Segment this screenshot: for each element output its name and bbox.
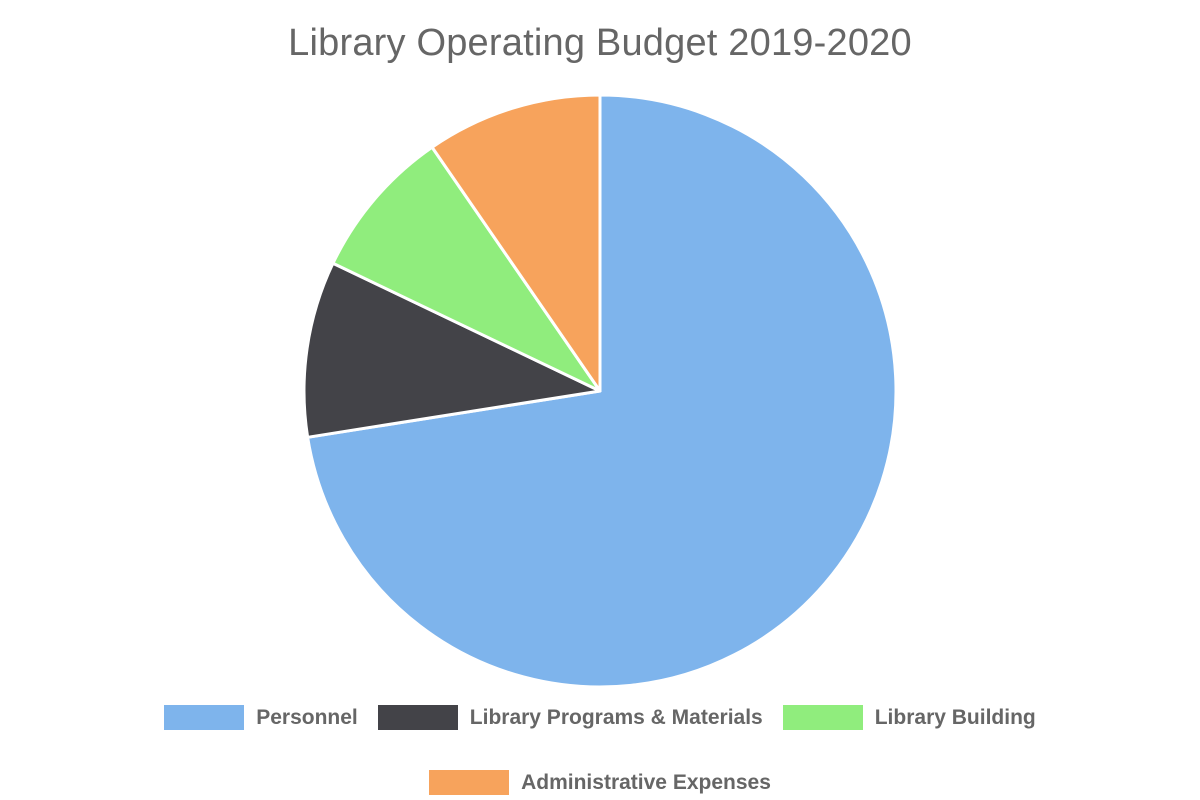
- legend-label-administrative-expenses: Administrative Expenses: [521, 770, 771, 794]
- legend-label-library-programs-materials: Library Programs & Materials: [469, 705, 763, 729]
- pie-slice-personnel[interactable]: [306, 93, 898, 689]
- legend-swatch-administrative-expenses: [429, 770, 510, 795]
- legend-item-personnel[interactable]: Personnel: [164, 705, 358, 730]
- legend-label-personnel: Personnel: [256, 705, 358, 729]
- legend-item-library-building[interactable]: Library Building: [782, 705, 1036, 730]
- legend-swatch-library-programs-materials: [377, 705, 458, 730]
- legend-item-administrative-expenses[interactable]: Administrative Expenses: [429, 770, 771, 795]
- legend-swatch-personnel: [164, 705, 245, 730]
- legend-label-library-building: Library Building: [874, 705, 1036, 729]
- legend-swatch-library-building: [782, 705, 863, 730]
- legend: Personnel Library Programs & Materials L…: [0, 705, 1200, 795]
- pie-slice-administrative-expenses[interactable]: [430, 93, 602, 393]
- legend-item-library-programs-materials[interactable]: Library Programs & Materials: [377, 705, 763, 730]
- pie-slice-library-building[interactable]: [331, 145, 602, 393]
- chart-title: Library Operating Budget 2019-2020: [288, 22, 912, 64]
- pie-slice-library-programs-materials[interactable]: [302, 261, 602, 439]
